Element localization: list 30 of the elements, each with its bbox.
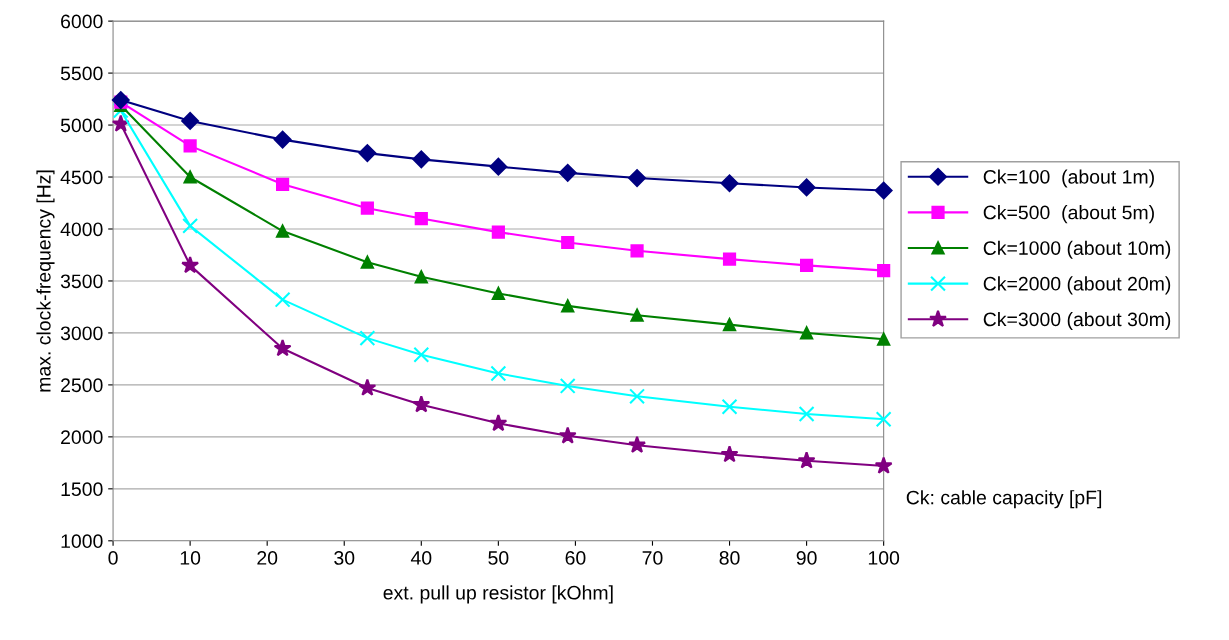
y-tick-label: 4500 <box>60 170 103 185</box>
y-tick-label: 3000 <box>60 326 103 341</box>
legend-label: Ck=3000 (about 30m) <box>983 311 1171 331</box>
y-tick-label: 2500 <box>61 378 103 393</box>
y-tick-label: 3500 <box>60 274 103 289</box>
x-tick-label: 80 <box>719 551 740 565</box>
x-tick-label: 40 <box>410 551 432 565</box>
y-tick-label: 1500 <box>61 482 103 497</box>
y-tick-label: 5500 <box>60 66 103 81</box>
x-tick-label: 100 <box>868 551 900 565</box>
legend-label: Ck=1000 (about 10m) <box>983 240 1171 259</box>
text: Ck: cable capacity [pF] <box>906 490 1102 509</box>
legend-label: Ck=2000 (about 20m) <box>983 276 1171 295</box>
y-tick-label: 6000 <box>61 14 103 29</box>
y-tick-label: 1000 <box>61 534 103 549</box>
x-tick-label: 10 <box>180 551 201 565</box>
x-axis-title: ext. pull up resistor [kOhm] <box>383 585 613 604</box>
y-tick-label: 5000 <box>60 118 103 133</box>
x-tick-label: 60 <box>565 551 586 565</box>
y-tick-label: 4000 <box>60 222 103 237</box>
legend-label: Ck=100 (about 1m) <box>983 169 1154 188</box>
x-tick-label: 0 <box>108 551 118 565</box>
x-tick-label: 30 <box>334 551 355 565</box>
y-tick-label: 2000 <box>61 430 103 445</box>
y-axis-title: max. clock-frequency [Hz] <box>36 170 55 392</box>
x-tick-label: 90 <box>796 551 817 565</box>
legend-label: Ck=500 (about 5m) <box>983 205 1154 224</box>
x-tick-label: 50 <box>488 551 509 565</box>
x-tick-label: 20 <box>257 551 278 565</box>
x-tick-label: 70 <box>642 551 663 565</box>
